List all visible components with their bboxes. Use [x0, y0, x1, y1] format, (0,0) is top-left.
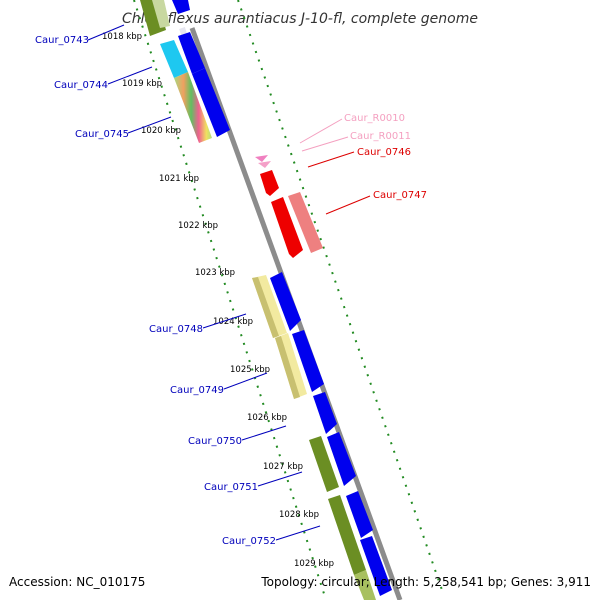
gene-label[interactable]: Caur_0748: [149, 324, 203, 335]
reverse-cds-0746: [260, 170, 279, 196]
gene-label[interactable]: Caur_0751: [204, 482, 258, 493]
forward-cds-0744a: [178, 32, 205, 74]
topology-summary-text: Topology: circular; Length: 5,258,541 bp…: [260, 575, 591, 589]
gene-label[interactable]: Caur_0749: [170, 385, 224, 396]
rna-feature-r0010: [255, 155, 268, 162]
forward-cds-0750: [313, 392, 337, 434]
tick-label: 1020 kbp: [141, 126, 181, 136]
gene-label[interactable]: Caur_R0010: [344, 113, 405, 124]
gene-leader-lines: [87, 24, 371, 541]
tick-label: 1021 kbp: [159, 174, 199, 184]
forward-cds-top: [172, 0, 190, 14]
yellow-edge-0749: [275, 336, 300, 399]
accession-text: Accession: NC_010175: [9, 575, 145, 589]
tick-label: 1018 kbp: [102, 32, 142, 42]
yellow-edge-0748: [252, 277, 279, 338]
tick-label: 1028 kbp: [279, 510, 319, 520]
rna-feature-r0011: [258, 161, 271, 168]
forward-cds-0749: [292, 330, 324, 392]
map-title: Chloroflexus aurantiacus J-10-fl, comple…: [122, 11, 478, 27]
tick-label: 1026 kbp: [247, 413, 287, 423]
tick-label: 1025 kbp: [230, 365, 270, 375]
cyan-feature-0744: [160, 40, 188, 78]
reverse-cds-light-0747: [288, 192, 323, 253]
tick-label: 1023 kbp: [195, 268, 235, 278]
tick-label: 1022 kbp: [178, 221, 218, 231]
olive-feature-bottom: [354, 570, 376, 600]
gene-label[interactable]: Caur_0745: [75, 129, 129, 140]
olive-feature-0751: [309, 436, 339, 492]
gene-label[interactable]: Caur_0747: [373, 190, 427, 201]
reverse-cds-0747: [271, 197, 303, 258]
forward-cds-0751: [327, 432, 356, 486]
tick-label: 1024 kbp: [213, 317, 253, 327]
tick-labels: 1018 kbp 1019 kbp 1020 kbp 1021 kbp 1022…: [102, 32, 334, 569]
multicolor-feature-0745: [174, 72, 212, 143]
gene-label[interactable]: Caur_R0011: [350, 131, 411, 142]
gene-label[interactable]: Caur_0746: [357, 147, 411, 158]
tick-label: 1029 kbp: [294, 559, 334, 569]
tick-label: 1027 kbp: [263, 462, 303, 472]
forward-cds-0744b: [192, 68, 230, 137]
tick-label: 1019 kbp: [122, 79, 162, 89]
olive-feature-0752: [328, 495, 366, 575]
forward-cds-0748: [270, 272, 301, 331]
gene-label[interactable]: Caur_0744: [54, 80, 108, 91]
gene-label[interactable]: Caur_0750: [188, 436, 242, 447]
gene-label[interactable]: Caur_0743: [35, 35, 89, 46]
gene-labels: Caur_0743 Caur_0744 Caur_0745 Caur_R0010…: [35, 35, 427, 547]
forward-cds-0752b: [360, 536, 392, 596]
forward-cds-0752: [346, 491, 373, 538]
light-green-feature-0743: [152, 0, 170, 28]
gene-label[interactable]: Caur_0752: [222, 536, 276, 547]
